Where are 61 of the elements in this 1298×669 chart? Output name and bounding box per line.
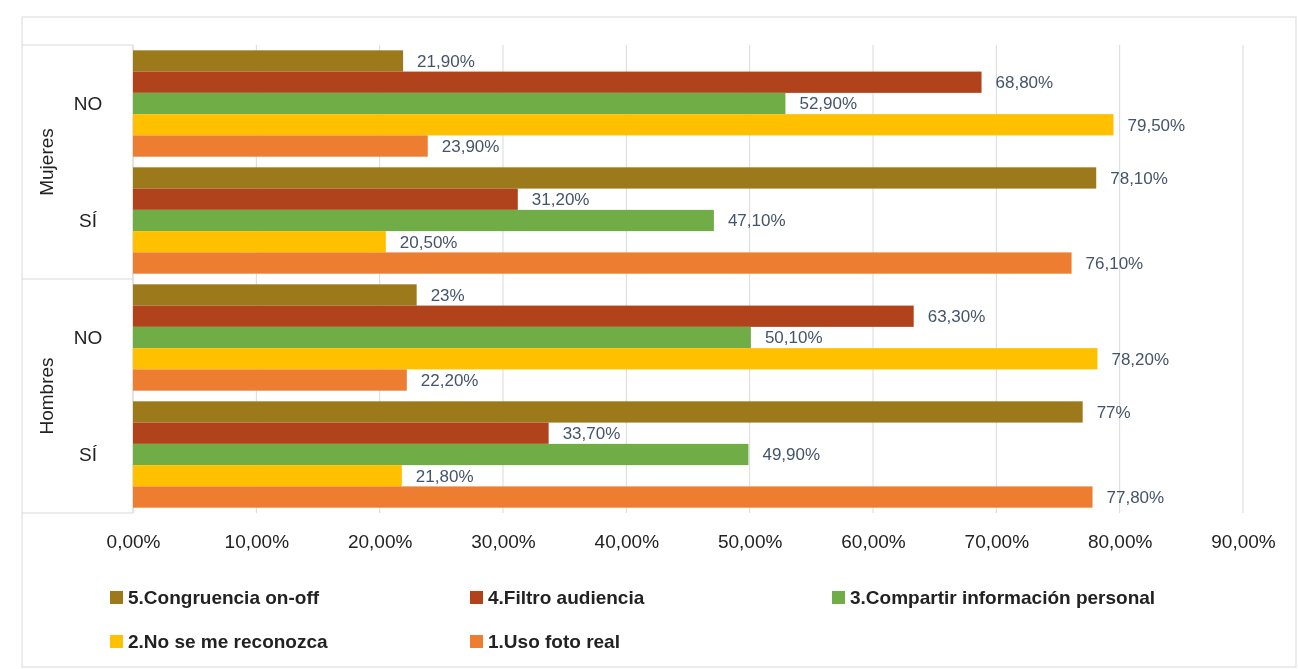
data-label: 21,80% — [415, 466, 474, 486]
bar — [133, 284, 417, 306]
x-tick-label: 30,00% — [471, 531, 536, 553]
bar — [133, 231, 386, 253]
legend-label: 2.No se me reconozca — [128, 630, 329, 652]
data-label: 78,10% — [1110, 168, 1168, 188]
legend-label: 1.Uso foto real — [488, 630, 620, 652]
y-tick-label: NO — [73, 327, 103, 349]
data-label: 63,30% — [927, 307, 986, 327]
bar — [133, 114, 1114, 136]
y-tick-label: NO — [73, 93, 103, 115]
x-tick-label: 20,00% — [347, 531, 413, 553]
x-tick-label: 60,00% — [841, 531, 906, 553]
x-tick-label: 80,00% — [1087, 531, 1153, 553]
text: Hombres — [35, 357, 57, 435]
bar — [133, 401, 1083, 423]
x-tick-label: 90,00% — [1211, 531, 1276, 553]
bar — [133, 167, 1097, 189]
data-label: 78,20% — [1111, 349, 1170, 369]
bar — [133, 486, 1093, 508]
data-label: 77,80% — [1106, 488, 1165, 507]
data-label: 52,90% — [799, 94, 858, 114]
bar — [133, 92, 786, 115]
x-tick-label: 50,00% — [717, 531, 783, 553]
data-label: 21,90% — [417, 51, 475, 71]
x-tick-label: 70,00% — [964, 531, 1030, 553]
x-tick-label: 0,00% — [106, 531, 161, 553]
bar — [133, 465, 402, 487]
data-label: 22,20% — [420, 371, 479, 390]
bar — [133, 422, 549, 444]
legend-label: 3.Compartir información personal — [850, 586, 1156, 608]
legend-label: 5.Congruencia on-off — [128, 586, 320, 608]
data-label: 49,90% — [762, 445, 821, 465]
legend-label: 4.Filtro audiencia — [488, 586, 645, 608]
data-label: 79,50% — [1127, 115, 1186, 135]
data-label: 77% — [1096, 402, 1131, 422]
bar — [133, 326, 751, 349]
data-label: 31,20% — [531, 190, 590, 210]
y-tick-label: SÍ — [79, 444, 98, 466]
y-tick-label: SÍ — [79, 210, 98, 232]
bar — [133, 71, 982, 93]
data-label: 47,10% — [727, 211, 786, 231]
data-label: 76,10% — [1085, 254, 1144, 273]
bar — [133, 369, 407, 391]
x-tick-label: 10,00% — [224, 531, 290, 553]
bar — [133, 135, 428, 157]
bar — [133, 348, 1098, 370]
data-label: 50,10% — [764, 328, 823, 348]
data-label: 23,90% — [441, 137, 500, 156]
bar — [133, 50, 404, 72]
bar — [133, 209, 714, 232]
data-label: 20,50% — [399, 232, 458, 252]
text: Mujeres — [35, 128, 57, 196]
bar — [133, 443, 749, 466]
bar — [133, 252, 1072, 274]
x-tick-label: 40,00% — [594, 531, 660, 553]
data-label: 68,80% — [995, 73, 1054, 93]
bar — [133, 188, 518, 210]
data-label: 23% — [430, 285, 465, 305]
data-label: 33,70% — [562, 424, 621, 444]
bar — [133, 305, 914, 327]
